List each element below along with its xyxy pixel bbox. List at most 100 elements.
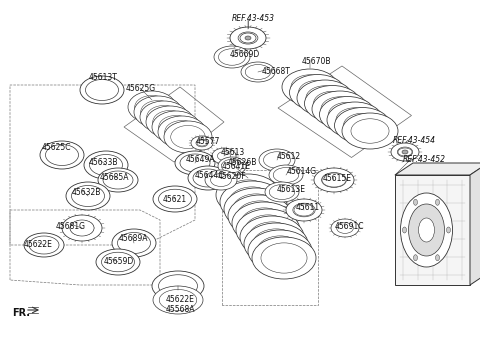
Ellipse shape: [159, 116, 193, 139]
Ellipse shape: [322, 173, 346, 187]
Ellipse shape: [224, 188, 288, 230]
Ellipse shape: [293, 203, 315, 217]
Ellipse shape: [249, 222, 295, 252]
Text: 45670B: 45670B: [302, 57, 332, 66]
Ellipse shape: [269, 184, 295, 199]
Text: 45633B: 45633B: [89, 158, 119, 167]
Text: 45622E: 45622E: [166, 295, 195, 304]
Polygon shape: [395, 175, 470, 285]
Ellipse shape: [264, 152, 290, 168]
Ellipse shape: [351, 119, 389, 143]
Ellipse shape: [233, 194, 279, 224]
Ellipse shape: [248, 230, 312, 272]
Ellipse shape: [158, 116, 206, 148]
Ellipse shape: [212, 148, 236, 164]
Text: 45577: 45577: [196, 137, 220, 146]
Text: 45649A: 45649A: [186, 155, 216, 164]
Ellipse shape: [229, 187, 275, 217]
Ellipse shape: [245, 65, 271, 79]
Text: 45621: 45621: [163, 195, 187, 204]
Text: 45613: 45613: [221, 148, 245, 157]
Ellipse shape: [314, 168, 354, 192]
Text: 45641E: 45641E: [222, 162, 251, 171]
Ellipse shape: [269, 165, 303, 185]
Ellipse shape: [153, 286, 203, 314]
Ellipse shape: [220, 181, 284, 223]
Ellipse shape: [391, 143, 419, 161]
Ellipse shape: [196, 139, 208, 147]
Ellipse shape: [152, 111, 200, 143]
Ellipse shape: [327, 102, 383, 138]
Text: 45644C: 45644C: [195, 171, 225, 180]
Ellipse shape: [291, 75, 329, 99]
Ellipse shape: [294, 204, 314, 216]
Text: 45611: 45611: [296, 203, 320, 212]
Ellipse shape: [230, 27, 266, 49]
Ellipse shape: [273, 168, 299, 183]
Ellipse shape: [205, 170, 237, 190]
Ellipse shape: [289, 75, 346, 110]
Ellipse shape: [253, 229, 299, 259]
Ellipse shape: [408, 204, 444, 256]
Text: 45613T: 45613T: [89, 73, 118, 82]
Ellipse shape: [241, 62, 275, 82]
Text: 45625C: 45625C: [42, 143, 72, 152]
Text: 45615E: 45615E: [323, 174, 352, 183]
Ellipse shape: [171, 126, 205, 148]
Ellipse shape: [218, 157, 246, 175]
Ellipse shape: [413, 199, 418, 205]
Ellipse shape: [147, 105, 181, 129]
Ellipse shape: [158, 189, 192, 209]
Ellipse shape: [435, 199, 440, 205]
Ellipse shape: [221, 159, 242, 173]
Ellipse shape: [400, 193, 453, 267]
Ellipse shape: [306, 86, 344, 110]
Text: 45568A: 45568A: [166, 305, 195, 314]
Text: 45622E: 45622E: [24, 240, 53, 249]
Ellipse shape: [238, 32, 258, 44]
Ellipse shape: [225, 180, 271, 210]
Ellipse shape: [435, 255, 440, 261]
Ellipse shape: [89, 155, 122, 175]
Ellipse shape: [112, 229, 156, 257]
Ellipse shape: [217, 152, 230, 160]
Text: 45669D: 45669D: [230, 50, 260, 59]
Text: REF.43-453: REF.43-453: [232, 14, 275, 23]
Ellipse shape: [84, 151, 128, 179]
Ellipse shape: [141, 101, 175, 123]
Ellipse shape: [140, 101, 188, 133]
Ellipse shape: [101, 252, 134, 272]
Ellipse shape: [299, 80, 336, 105]
Ellipse shape: [419, 218, 434, 242]
Text: 45632B: 45632B: [72, 188, 101, 197]
Text: 45668T: 45668T: [262, 67, 291, 76]
Ellipse shape: [218, 49, 245, 65]
Ellipse shape: [232, 202, 296, 244]
Ellipse shape: [240, 33, 256, 43]
Ellipse shape: [70, 220, 94, 236]
Ellipse shape: [188, 166, 228, 190]
Ellipse shape: [297, 80, 353, 116]
Ellipse shape: [118, 233, 151, 253]
Ellipse shape: [397, 147, 413, 157]
Ellipse shape: [237, 201, 283, 231]
Ellipse shape: [135, 95, 169, 119]
Ellipse shape: [240, 216, 304, 258]
Text: 45691C: 45691C: [335, 222, 364, 231]
Ellipse shape: [241, 208, 287, 238]
Ellipse shape: [259, 149, 295, 171]
Ellipse shape: [320, 96, 375, 132]
Ellipse shape: [70, 220, 94, 236]
Ellipse shape: [236, 209, 300, 251]
Ellipse shape: [312, 91, 368, 127]
Ellipse shape: [159, 289, 197, 311]
Ellipse shape: [134, 96, 182, 128]
Ellipse shape: [244, 223, 308, 265]
Ellipse shape: [152, 271, 204, 301]
Ellipse shape: [24, 233, 64, 257]
Ellipse shape: [252, 237, 316, 279]
Ellipse shape: [402, 150, 408, 154]
Ellipse shape: [98, 168, 138, 192]
Ellipse shape: [146, 106, 194, 138]
Ellipse shape: [175, 151, 215, 175]
